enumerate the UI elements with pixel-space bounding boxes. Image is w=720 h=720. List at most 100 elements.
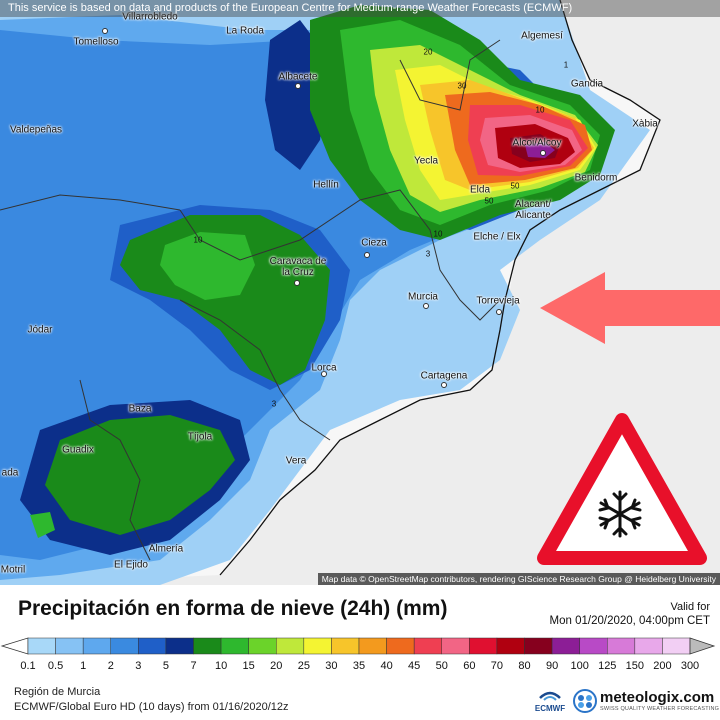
city-dot: [540, 150, 546, 156]
contour-label: 3: [271, 399, 277, 409]
map-title: Precipitación en forma de nieve (24h) (m…: [18, 597, 448, 620]
scale-tick-label: 60: [463, 660, 476, 672]
city-alacant: Alacant/ Alicante: [514, 199, 552, 221]
scale-swatch: [193, 637, 222, 655]
scale-tick-label: 15: [242, 660, 255, 672]
meteologix-name[interactable]: meteologix.com: [600, 689, 715, 706]
contour-label: 1: [563, 60, 569, 70]
city-lorca: Lorca: [311, 362, 337, 374]
scale-tick-label: 0.5: [47, 660, 64, 672]
scale-right-cap: [689, 637, 716, 655]
scale-swatch: [469, 637, 498, 655]
city-algemesi: Algemesí: [521, 30, 563, 42]
map-layers: [0, 0, 720, 585]
city-jodar: Jódar: [27, 324, 53, 336]
ecmwf-logo-icon: [539, 691, 561, 701]
city-dot: [102, 28, 108, 34]
contour-label: 50: [510, 181, 520, 191]
scale-swatch: [413, 637, 442, 655]
city-dot: [321, 371, 327, 377]
pointer-arrow: [540, 272, 720, 344]
meteologix-tagline: SWISS QUALITY WEATHER FORECASTING: [600, 706, 720, 712]
contour-label: 20: [423, 47, 433, 57]
scale-tick-label: 150: [625, 660, 645, 672]
scale-swatch: [248, 637, 277, 655]
contour-label: 30: [457, 81, 467, 91]
city-benidorm: Benidorm: [574, 172, 618, 184]
ecmwf-logo: ECMWF: [530, 688, 570, 713]
scale-tick-label: 1: [80, 660, 87, 672]
scale-swatch: [27, 637, 56, 655]
city-dot: [441, 382, 447, 388]
city-el-ejido: El Ejido: [114, 559, 148, 571]
city-cieza: Cieza: [361, 237, 387, 249]
scale-left-cap: [0, 637, 29, 655]
scale-swatch: [551, 637, 580, 655]
city-dot: [364, 252, 370, 258]
city-caravaca: Caravaca de la Cruz: [269, 256, 327, 278]
contour-label: 10: [433, 229, 443, 239]
scale-swatch: [386, 637, 415, 655]
scale-swatch: [496, 637, 525, 655]
snowflake-warning-icon: [537, 413, 707, 565]
city-villarrobledo: Villarrobledo: [122, 11, 178, 23]
valid-for-value: Mon 01/20/2020, 04:00pm CET: [549, 615, 710, 627]
scale-tick-label: 300: [680, 660, 700, 672]
scale-tick-label: 10: [214, 660, 228, 672]
scale-tick-label: 35: [352, 660, 366, 672]
scale-swatch: [524, 637, 553, 655]
scale-tick-label: 100: [570, 660, 589, 672]
scale-tick-label: 80: [518, 660, 531, 672]
scale-swatch: [110, 637, 139, 655]
city-dot: [423, 303, 429, 309]
city-dot: [496, 309, 502, 315]
meteologix-logo-icon[interactable]: [572, 688, 598, 719]
scale-swatch: [634, 637, 663, 655]
city-albacete: Albacete: [278, 71, 318, 83]
city-almeria: Almería: [148, 543, 184, 555]
ecmwf-logo-text: ECMWF: [534, 704, 566, 713]
city-tijola: Tíjola: [187, 431, 213, 443]
city-tomelloso: Tomelloso: [73, 36, 119, 48]
city-xabia: Xàbia: [632, 118, 658, 130]
precipitation-map[interactable]: Villarrobledo Tomelloso La Roda Albacete…: [0, 0, 720, 585]
city-cartagena: Cartagena: [420, 370, 468, 382]
scale-tick-label: 20: [270, 660, 283, 672]
model-info: ECMWF/Global Euro HD (10 days) from 01/1…: [14, 701, 289, 713]
city-granada-partial: ada: [1, 467, 19, 479]
city-dot: [295, 83, 301, 89]
scale-tick-label: 70: [490, 660, 504, 672]
scale-tick-label: 45: [408, 660, 421, 672]
contour-label: 3: [425, 249, 431, 259]
city-guadix: Guadix: [62, 444, 94, 456]
city-motril: Motril: [0, 564, 26, 576]
scale-tick-label: 25: [297, 660, 310, 672]
city-alcoi: Alcoi/Alcoy: [512, 137, 562, 149]
valid-for-label: Valid for: [670, 601, 710, 613]
city-torrevieja: Torrevieja: [476, 295, 520, 307]
contour-label: 10: [193, 235, 203, 245]
scale-swatch: [579, 637, 608, 655]
scale-swatch: [303, 637, 332, 655]
scale-swatch: [331, 637, 360, 655]
scale-tick-label: 3: [135, 660, 142, 672]
scale-swatch: [441, 637, 470, 655]
region-name: Región de Murcia: [14, 686, 101, 698]
city-la-roda: La Roda: [226, 25, 264, 37]
scale-swatch: [55, 637, 84, 655]
city-hellin: Hellín: [313, 179, 339, 191]
color-scale-bar: [0, 637, 716, 655]
scale-tick-label: 125: [598, 660, 617, 672]
city-dot: [294, 280, 300, 286]
scale-swatch: [662, 637, 691, 655]
scale-tick-label: 50: [435, 660, 448, 672]
scale-tick-label: 90: [545, 660, 559, 672]
map-credits: Map data © OpenStreetMap contributors, r…: [317, 573, 720, 585]
contour-label: 50: [484, 196, 494, 206]
city-baza: Baza: [128, 403, 152, 415]
ecmwf-banner: This service is based on data and produc…: [0, 0, 720, 17]
scale-swatch: [276, 637, 305, 655]
city-elche: Elche / Elx: [473, 231, 521, 243]
city-elda: Elda: [469, 184, 491, 196]
scale-tick-label: 200: [653, 660, 672, 672]
